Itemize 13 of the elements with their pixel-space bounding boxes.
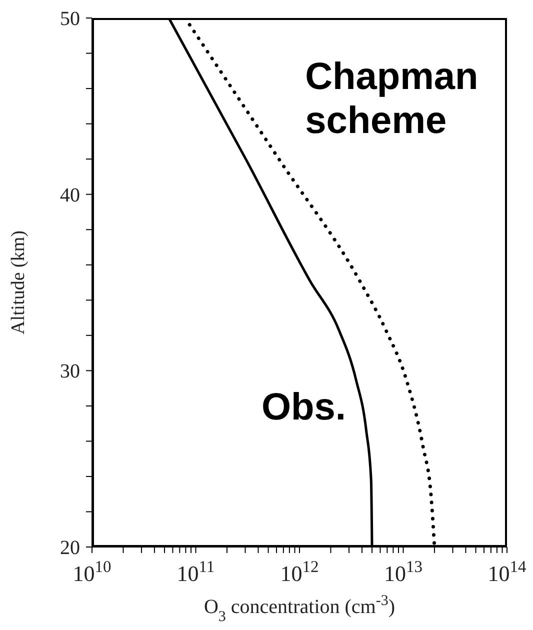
y-tick-label: 30 bbox=[60, 360, 80, 383]
x-tick-label: 10$^{10}$ bbox=[72, 556, 112, 586]
x-axis-title: O$_{3}$ concentration (cm$^{-3}$) bbox=[204, 593, 396, 625]
y-tick-label: 50 bbox=[60, 8, 80, 30]
x-tick-label: 10$^{13}$ bbox=[384, 556, 422, 586]
x-tick-label: 10$^{14}$ bbox=[488, 556, 526, 586]
x-tick-label: 10$^{11}$ bbox=[176, 556, 215, 586]
y-tick-label: 20 bbox=[60, 537, 80, 559]
y-axis-title: Altitude (km) bbox=[8, 230, 29, 334]
y-tick-label: 40 bbox=[60, 184, 80, 206]
series-label: Obs. bbox=[261, 386, 346, 428]
series-label: Chapman scheme bbox=[305, 56, 478, 142]
x-tick-label: 10$^{12}$ bbox=[280, 556, 319, 586]
